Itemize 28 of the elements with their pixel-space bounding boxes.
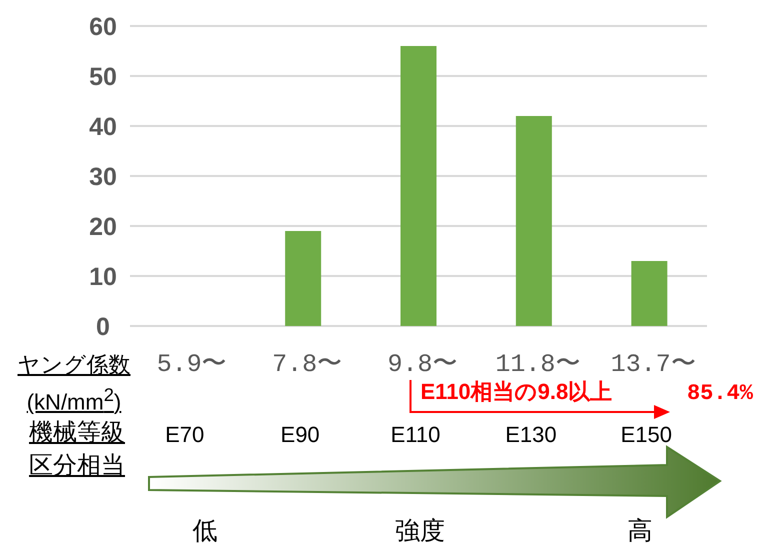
bar bbox=[285, 231, 322, 326]
text: 強度 bbox=[395, 517, 445, 543]
text: E110 bbox=[390, 422, 440, 447]
x-tick-label: 9.8〜 bbox=[387, 350, 458, 379]
text: E90 bbox=[280, 422, 320, 447]
bar bbox=[631, 261, 668, 326]
y-tick-label: 50 bbox=[89, 63, 117, 91]
x-tick-label: 13.7〜 bbox=[610, 350, 696, 379]
text: E150 bbox=[620, 422, 672, 447]
bar bbox=[400, 46, 436, 326]
x-tick-label: 5.9〜 bbox=[156, 350, 227, 379]
x-tick-label: 11.8〜 bbox=[495, 350, 580, 379]
y-tick-label: 20 bbox=[89, 213, 117, 241]
text: 高 bbox=[628, 517, 652, 543]
text: E130 bbox=[505, 422, 557, 447]
y-tick-label: 30 bbox=[89, 163, 117, 191]
text: 機械等級区分相当 bbox=[28, 418, 126, 481]
y-tick-label: 40 bbox=[89, 113, 117, 141]
x-tick-label: 7.8〜 bbox=[272, 350, 342, 379]
y-tick-label: 0 bbox=[96, 313, 110, 341]
y-tick-label: 10 bbox=[89, 263, 117, 291]
x-axis-title: ヤング係数 (kN/mm$^{2}$) bbox=[16, 351, 132, 416]
text: 低 bbox=[192, 517, 218, 543]
bar bbox=[516, 116, 552, 326]
text: E70 bbox=[165, 422, 204, 447]
text: 85.4% bbox=[686, 381, 754, 406]
text: E110相当の9.8以上 bbox=[420, 379, 612, 404]
y-tick-label: 60 bbox=[89, 13, 117, 41]
